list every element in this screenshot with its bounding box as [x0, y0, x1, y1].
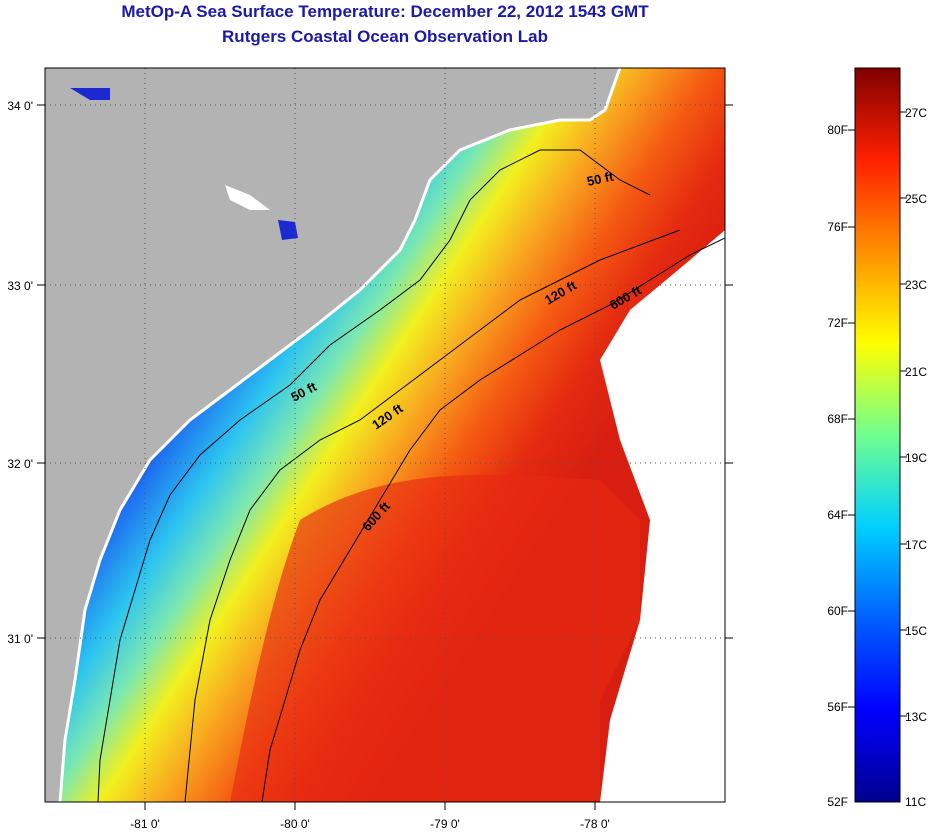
coastline — [58, 68, 622, 802]
colorbar-label-c: 13C — [905, 710, 927, 724]
inland-water — [278, 220, 298, 240]
colorbar-label-c: 27C — [905, 106, 927, 120]
lon-tick-label: -78 0' — [580, 817, 610, 831]
inland-water — [225, 185, 270, 210]
contour-120ft — [184, 229, 681, 802]
lat-tick-label: 31 0' — [7, 632, 33, 646]
contour-label-50ft-north: 50 ft — [586, 169, 616, 189]
contour-50ft — [97, 149, 651, 802]
lon-tick-label: -79 0' — [430, 817, 460, 831]
land — [45, 68, 620, 802]
contour-600ft — [261, 237, 725, 802]
colorbar-label-c: 23C — [905, 278, 927, 292]
colorbar-label-c: 11C — [905, 795, 926, 809]
lat-tick-label: 33 0' — [7, 279, 33, 293]
colorbar-label-c: 21C — [905, 365, 927, 379]
colorbar-label-f: 72F — [827, 316, 848, 330]
colorbar-ticks — [848, 111, 907, 717]
colorbar-label-c: 19C — [905, 451, 927, 465]
colorbar-label-f: 68F — [827, 412, 848, 426]
no-data-area — [600, 68, 725, 802]
map-title: MetOp-A Sea Surface Temperature: Decembe… — [121, 2, 649, 21]
lon-tick-label: -81 0' — [130, 817, 160, 831]
colorbar — [854, 67, 901, 803]
colorbar-label-c: 25C — [905, 192, 927, 206]
inland-water — [70, 88, 110, 100]
colorbar-label-f: 76F — [827, 220, 848, 234]
colorbar-label-f: 56F — [827, 700, 848, 714]
lon-tick-label: -80 0' — [280, 817, 310, 831]
map-frame — [44, 67, 726, 803]
graticule — [45, 68, 725, 802]
lat-tick-label: 34 0' — [7, 99, 33, 113]
map-subtitle: Rutgers Coastal Ocean Observation Lab — [222, 27, 548, 46]
colorbar-label-f: 60F — [827, 604, 848, 618]
colorbar-label-c: 17C — [905, 538, 927, 552]
colorbar-label-f: 52F — [827, 795, 848, 809]
colorbar-label-c: 15C — [905, 624, 927, 638]
colorbar-label-f: 64F — [827, 508, 848, 522]
colorbar-label-f: 80F — [827, 123, 848, 137]
lat-tick-label: 32 0' — [7, 457, 33, 471]
axis-ticks — [37, 104, 733, 810]
